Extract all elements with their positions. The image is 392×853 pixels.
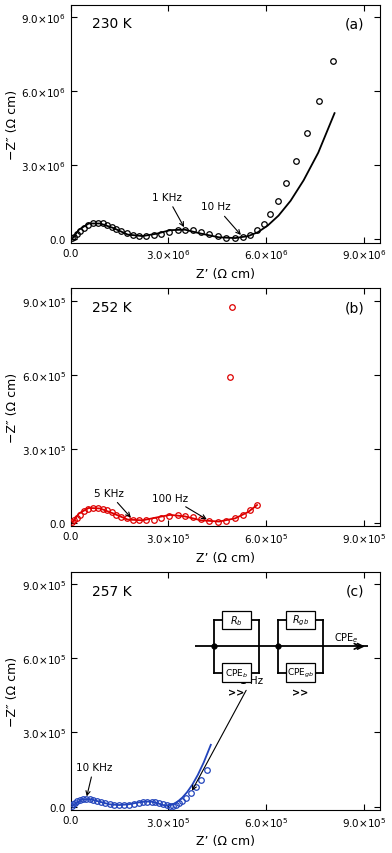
Y-axis label: −Z″ (Ω cm): −Z″ (Ω cm) <box>5 90 18 160</box>
Text: (c): (c) <box>346 584 365 598</box>
Text: 5 KHz: 5 KHz <box>94 488 130 517</box>
Text: 257 K: 257 K <box>93 584 132 598</box>
Text: 252 K: 252 K <box>93 301 132 315</box>
Text: 1 Hz: 1 Hz <box>192 676 263 790</box>
Y-axis label: −Z″ (Ω cm): −Z″ (Ω cm) <box>6 656 19 727</box>
X-axis label: Z’ (Ω cm): Z’ (Ω cm) <box>196 551 255 564</box>
Text: 100 Hz: 100 Hz <box>152 493 206 519</box>
X-axis label: Z’ (Ω cm): Z’ (Ω cm) <box>196 834 255 847</box>
Text: (b): (b) <box>345 301 365 315</box>
Text: 230 K: 230 K <box>93 17 132 32</box>
Text: 10 KHz: 10 KHz <box>76 762 112 795</box>
Text: (a): (a) <box>345 17 365 32</box>
X-axis label: Z’ (Ω cm): Z’ (Ω cm) <box>196 268 255 281</box>
Text: 1 KHz: 1 KHz <box>152 192 183 227</box>
Y-axis label: −Z″ (Ω cm): −Z″ (Ω cm) <box>6 373 19 443</box>
Text: 10 Hz: 10 Hz <box>201 202 240 235</box>
